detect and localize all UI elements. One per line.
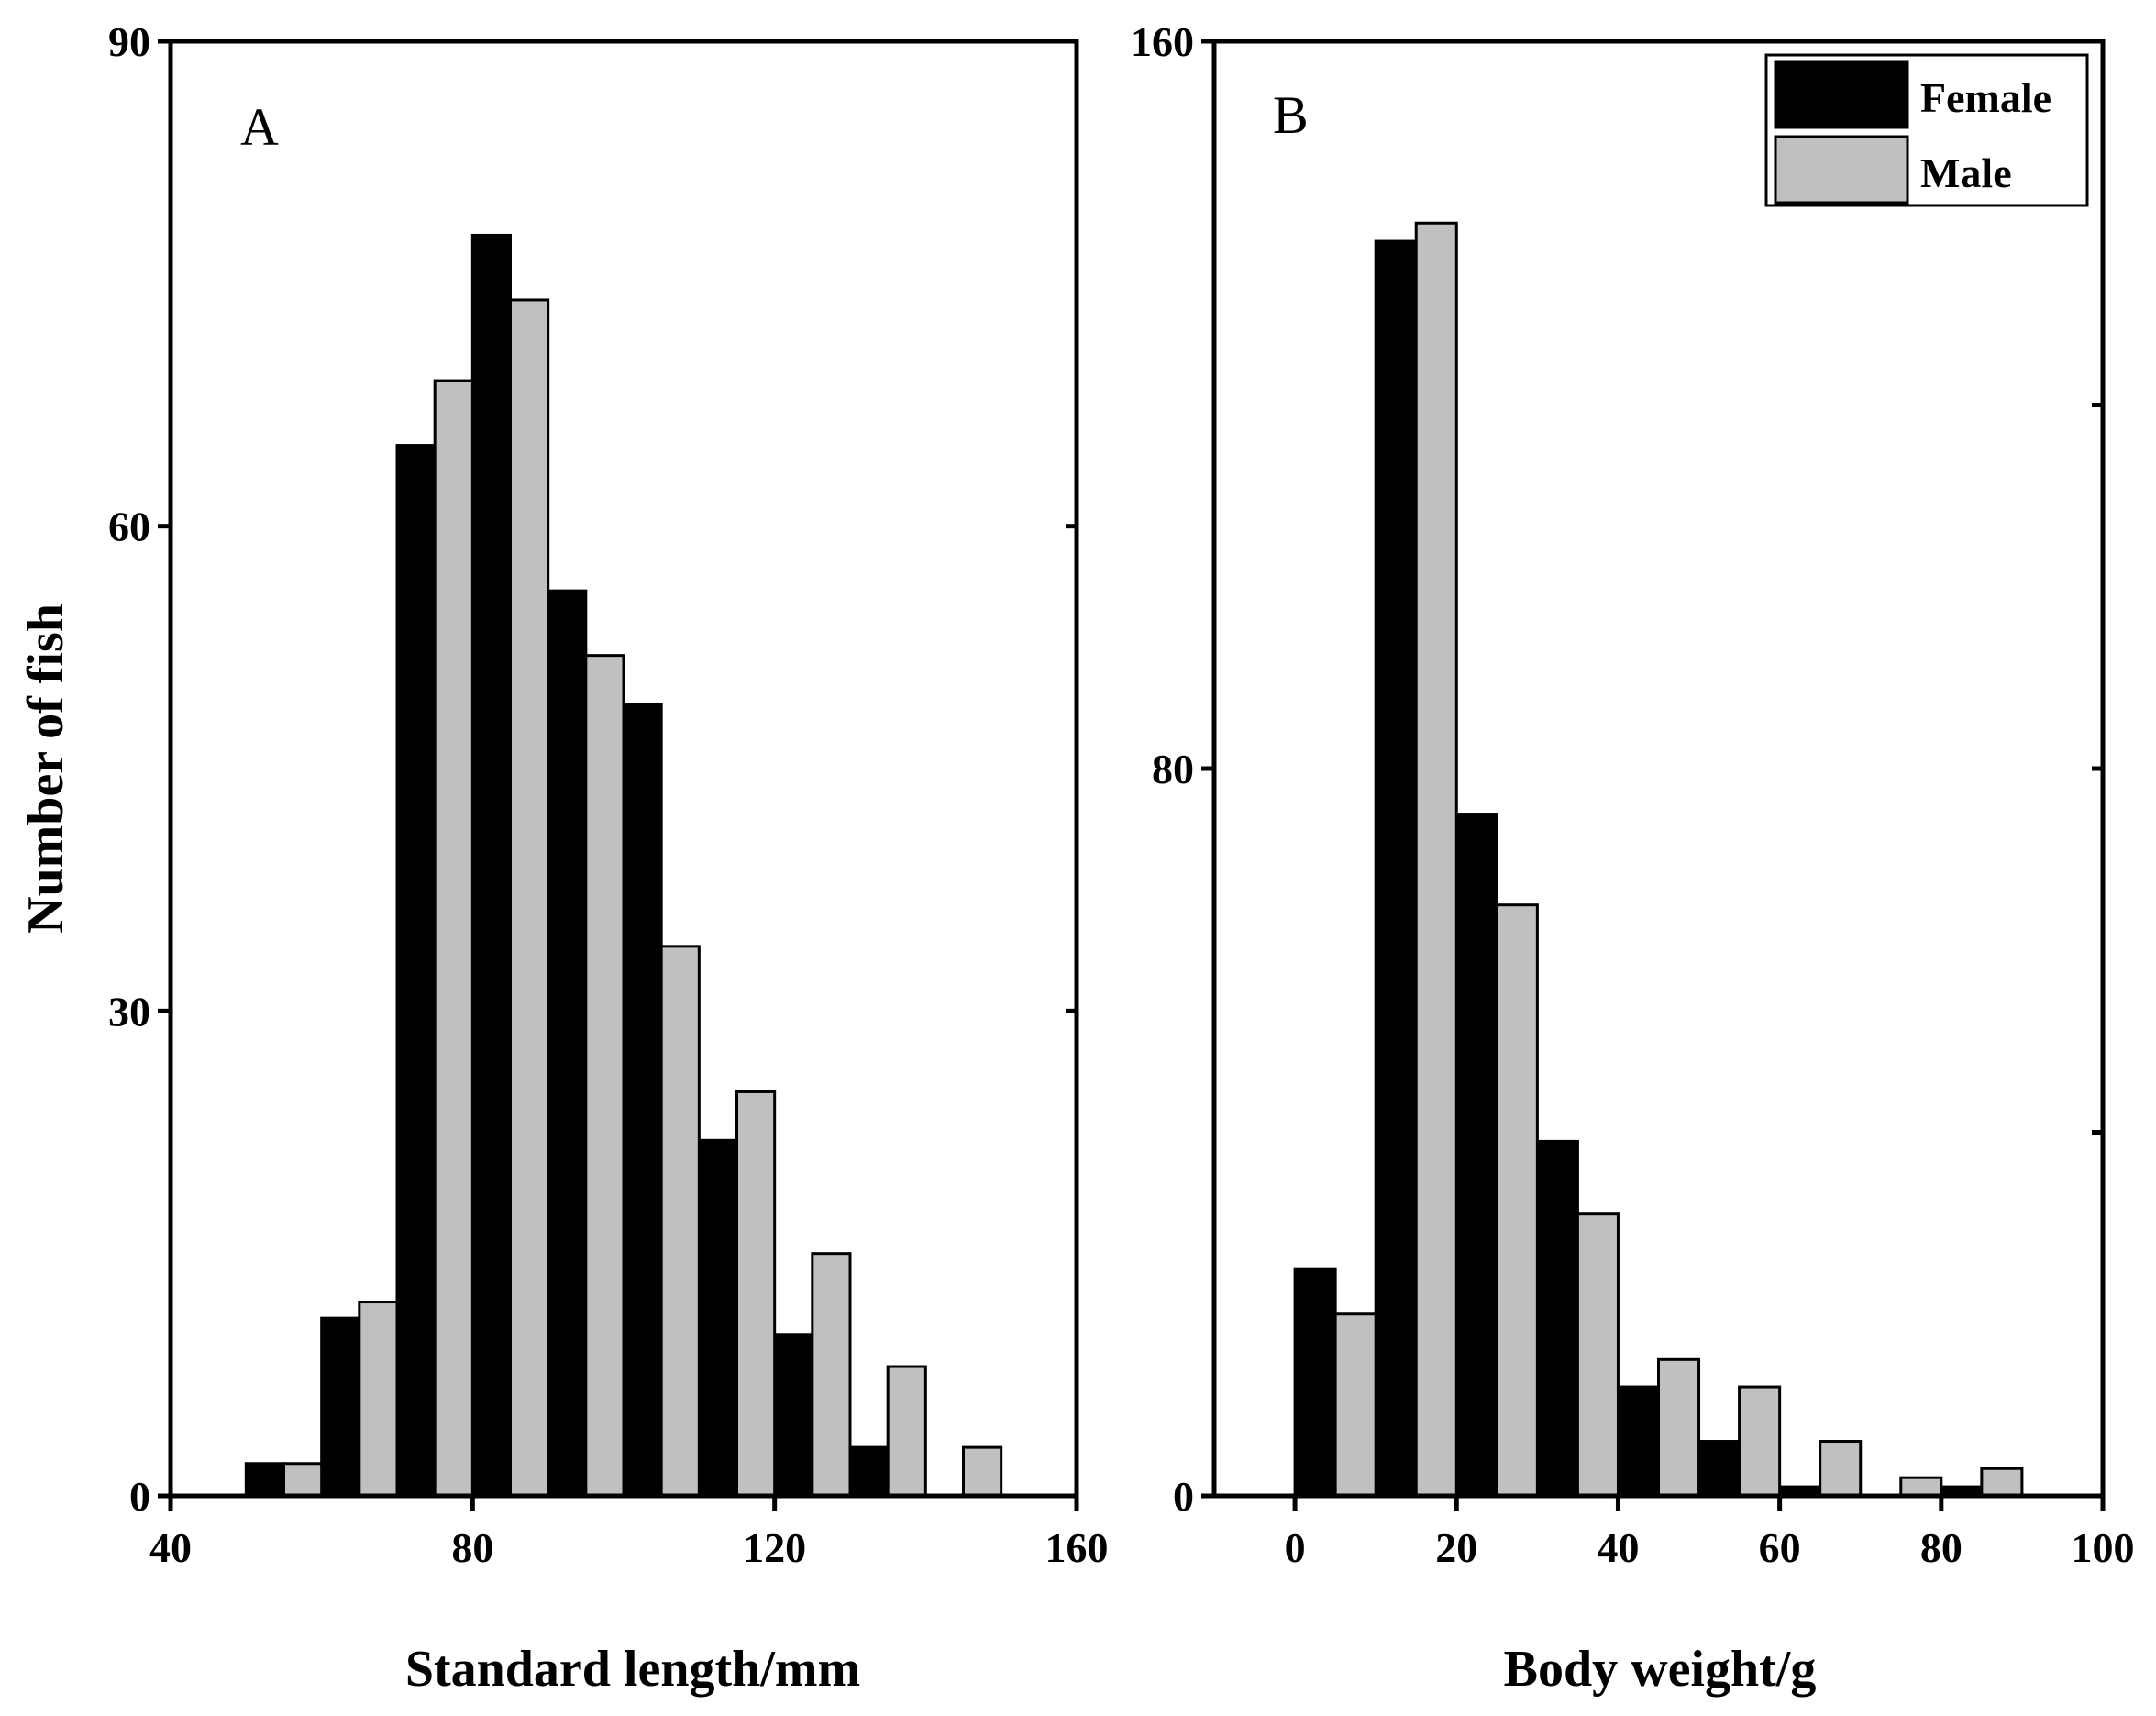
panel-a-bars [244, 233, 1003, 1498]
panel-a-frame [168, 39, 1079, 1499]
panel-b-bar-male-60 [1819, 1440, 1863, 1498]
panel-a-bar-female-80 [470, 233, 512, 1498]
panel-a-x-axis-title: Standard length/mm [405, 1641, 860, 1698]
panel-b-y-tick-label: 80 [1152, 746, 1194, 792]
panel-b-label: B [1273, 85, 1309, 145]
panel-a-bar-male-70 [433, 379, 474, 1498]
panel-b-bar-male-70 [1899, 1476, 1943, 1498]
panel-a-bar-male-110 [735, 1090, 777, 1498]
legend-label-female: Female [1920, 74, 2051, 121]
panel-a-x-tick-label: 160 [1045, 1524, 1109, 1571]
panel-b-y-ticks: 0 80 160 [1131, 18, 2103, 1520]
panel-b-frame [1211, 39, 2106, 1499]
panel-a-x-tick-label: 120 [743, 1524, 806, 1571]
panel-b-bar-female-10 [1374, 239, 1418, 1498]
panel-a-bar-male-90 [584, 654, 625, 1498]
panel-a-bar-male-60 [358, 1301, 399, 1498]
panel-a-y-ticks: 0 30 60 90 [108, 18, 1077, 1520]
panel-a-bar-male-120 [811, 1252, 852, 1498]
panel-a-y-tick-label: 90 [108, 18, 150, 65]
panel-b-bar-male-20 [1495, 903, 1539, 1498]
panel-b-x-ticks: 0 20 40 60 80 100 [1285, 1496, 2135, 1571]
panel-b-bar-male-80 [1980, 1467, 2024, 1498]
panel-a-bar-male-80 [509, 298, 550, 1498]
panel-b-bars [1293, 221, 2024, 1498]
panel-b-bar-male-0 [1333, 1312, 1377, 1498]
panel-b-bar-male-30 [1576, 1212, 1620, 1498]
panel-a-bar-female-90 [547, 589, 588, 1498]
legend-swatch-male [1774, 135, 1909, 205]
panel-b-bar-female-20 [1454, 813, 1498, 1498]
panel-b-bar-male-40 [1657, 1357, 1701, 1498]
panel-b-y-tick-label: 160 [1131, 18, 1194, 65]
panel-a-x-tick-label: 40 [149, 1524, 192, 1571]
panel-a-bar-male-130 [886, 1365, 927, 1498]
panel-a-bar-female-60 [320, 1316, 361, 1498]
panel-b-x-tick-label: 80 [1920, 1524, 1963, 1571]
panel-a-x-ticks: 40 80 120 160 [149, 1496, 1109, 1571]
panel-a-label: A [240, 97, 279, 157]
panel-a-bar-female-100 [622, 703, 663, 1498]
panel-b-bar-female-40 [1616, 1385, 1661, 1498]
panel-a-x-tick-label: 80 [451, 1524, 493, 1571]
panel-b-bar-male-50 [1738, 1385, 1782, 1498]
panel-a-y-tick-label: 60 [108, 504, 150, 550]
panel-a-bar-female-130 [848, 1445, 890, 1498]
panel-a-bar-female-120 [773, 1333, 814, 1498]
panel-b-x-tick-label: 60 [1759, 1524, 1801, 1571]
legend-swatch-female [1774, 60, 1909, 129]
panel-b-bar-female-0 [1293, 1267, 1337, 1498]
panel-a-bar-male-100 [659, 945, 701, 1498]
panel-b-bar-female-50 [1697, 1440, 1741, 1498]
panel-a-bar-male-140 [962, 1445, 1003, 1498]
legend: Female Male [1764, 53, 2089, 207]
panel-b-x-tick-label: 0 [1285, 1524, 1306, 1571]
panel-a-bar-female-70 [395, 444, 437, 1498]
panel-b-x-tick-label: 20 [1435, 1524, 1477, 1571]
panel-b: 0 80 160 0 20 40 60 80 100 B Body weight/g Fema… [1131, 18, 2135, 1698]
panel-b-bar-female-30 [1535, 1139, 1579, 1498]
panel-a-y-tick-label: 0 [129, 1473, 150, 1520]
panel-b-bar-male-10 [1414, 221, 1458, 1498]
legend-label-male: Male [1920, 149, 2012, 196]
panel-b-y-tick-label: 0 [1173, 1473, 1194, 1520]
panel-a-bar-male-50 [282, 1462, 324, 1498]
panel-b-x-tick-label: 100 [2072, 1524, 2135, 1571]
panel-a-y-axis-title: Number of fish [17, 603, 74, 934]
panel-a-bar-female-110 [697, 1138, 738, 1498]
panel-b-x-axis-title: Body weight/g [1504, 1641, 1817, 1698]
panel-a-y-tick-label: 30 [108, 988, 150, 1035]
panel-b-x-tick-label: 40 [1597, 1524, 1639, 1571]
panel-a-bar-female-50 [244, 1462, 286, 1498]
